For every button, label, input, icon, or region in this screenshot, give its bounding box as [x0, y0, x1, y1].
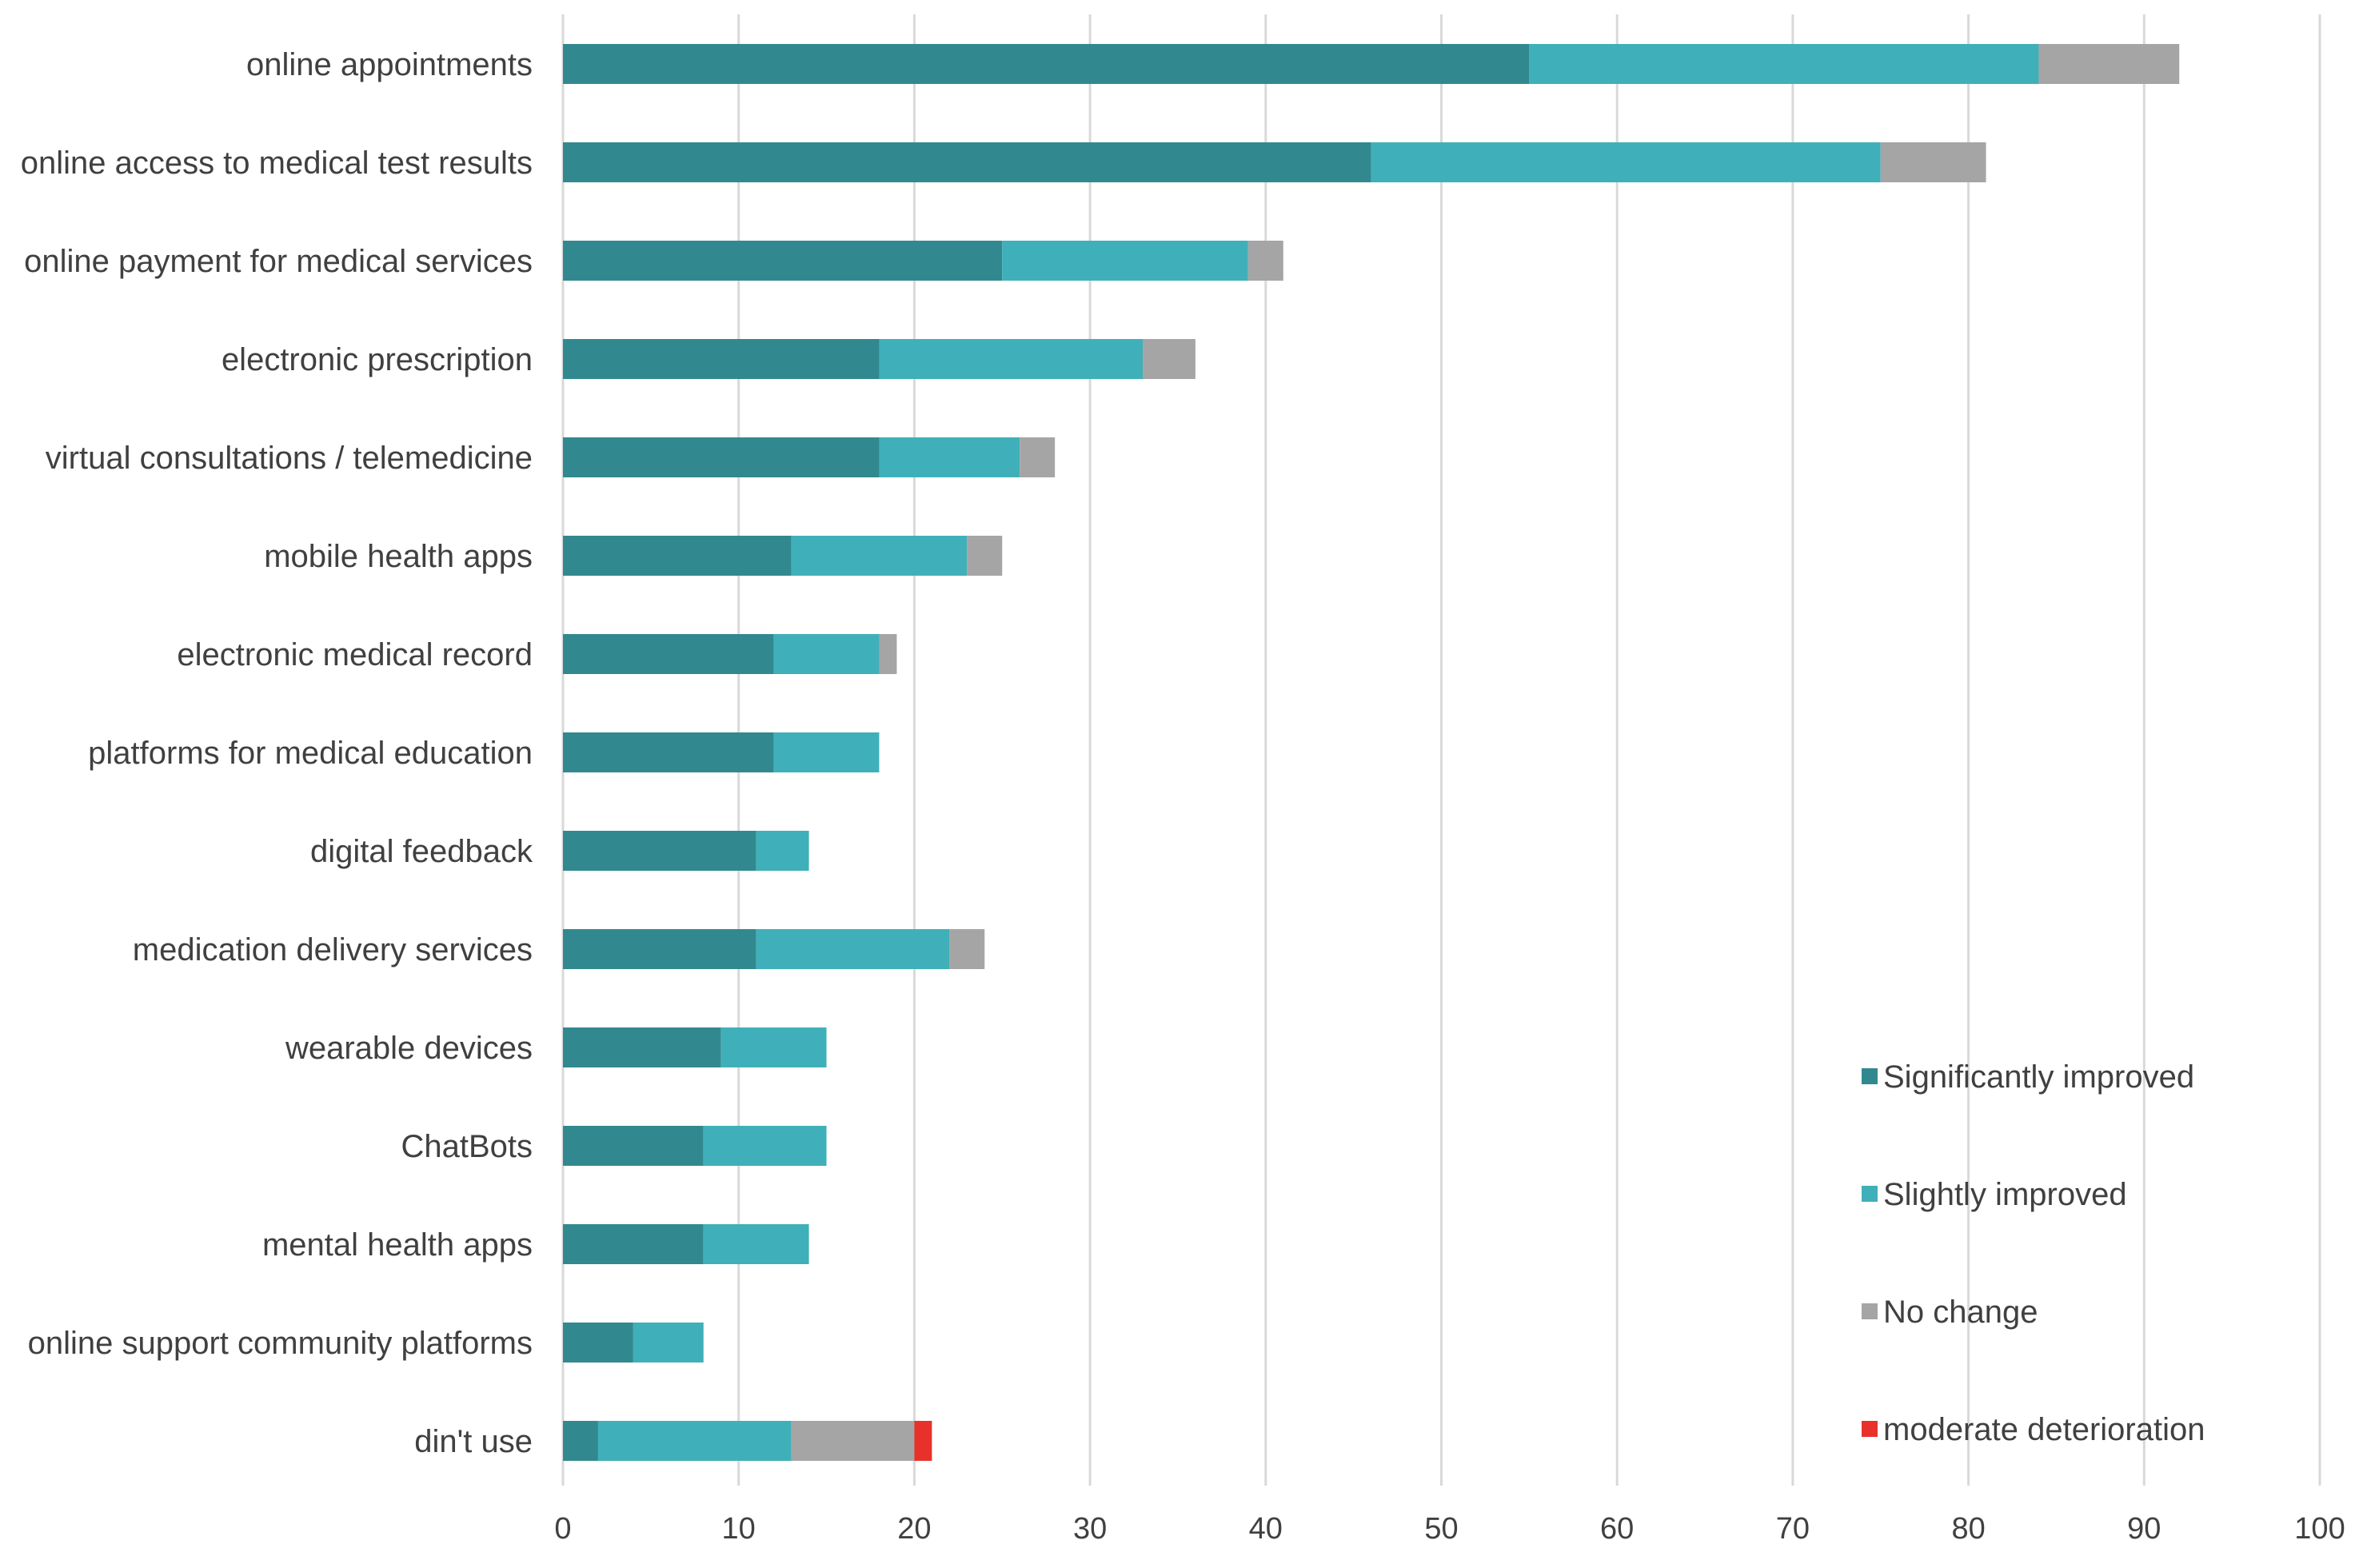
- bars: [563, 44, 2180, 1461]
- x-tick-label: 90: [2127, 1512, 2161, 1546]
- bar-segment-significantly-improved: [563, 831, 756, 871]
- bar-segment-no-change: [1020, 437, 1056, 477]
- category-labels: online appointments online access to medi…: [21, 47, 533, 1459]
- category-label: electronic medical record: [177, 637, 533, 672]
- bar-segment-significantly-improved: [563, 1421, 598, 1461]
- bar-segment-significantly-improved: [563, 536, 792, 576]
- bar-segment-no-change: [2038, 44, 2180, 84]
- bar-segment-slightly-improved: [756, 831, 809, 871]
- bar-segment-slightly-improved: [703, 1224, 809, 1264]
- x-tick-label: 10: [722, 1512, 756, 1546]
- category-label: mental health apps: [262, 1227, 533, 1263]
- x-tick-label: 20: [897, 1512, 931, 1546]
- bar-segment-slightly-improved: [879, 339, 1144, 379]
- x-tick-label: 70: [1776, 1512, 1810, 1546]
- category-label: online support community platforms: [28, 1326, 533, 1361]
- x-axis-tick-labels: 0 10 20 30 40 50 60 70 80 90 100: [554, 1512, 2345, 1546]
- bar-segment-no-change: [1247, 241, 1283, 281]
- category-label: ChatBots: [401, 1129, 533, 1164]
- bar-segment-no-change: [949, 929, 985, 969]
- category-label: digital feedback: [310, 834, 533, 869]
- bar-segment-significantly-improved: [563, 142, 1371, 182]
- bar-segment-slightly-improved: [791, 536, 968, 576]
- legend: Significantly improved Slightly improved N…: [1862, 1059, 2205, 1447]
- x-tick-label: 80: [1951, 1512, 1985, 1546]
- bar-segment-slightly-improved: [773, 732, 880, 772]
- category-label: wearable devices: [285, 1031, 533, 1066]
- legend-swatch: [1862, 1186, 1878, 1202]
- x-tick-label: 0: [554, 1512, 571, 1546]
- category-label: mobile health apps: [264, 539, 533, 574]
- legend-label: moderate deterioration: [1883, 1412, 2205, 1447]
- bar-segment-no-change: [967, 536, 1003, 576]
- bar-segment-slightly-improved: [597, 1421, 792, 1461]
- bar-segment-no-change: [1143, 339, 1195, 379]
- bar-segment-slightly-improved: [1371, 142, 1881, 182]
- legend-swatch: [1862, 1068, 1878, 1084]
- category-label: virtual consultations / telemedicine: [46, 441, 533, 476]
- x-tick-label: 50: [1424, 1512, 1458, 1546]
- bar-segment-significantly-improved: [563, 437, 880, 477]
- legend-label: Slightly improved: [1883, 1177, 2127, 1212]
- bar-segment-no-change: [879, 634, 897, 674]
- bar-segment-significantly-improved: [563, 1224, 704, 1264]
- bar-segment-significantly-improved: [563, 1323, 633, 1363]
- bar-segment-significantly-improved: [563, 1027, 721, 1067]
- bar-segment-slightly-improved: [633, 1323, 704, 1363]
- x-tick-label: 100: [2294, 1512, 2345, 1546]
- bar-segment-significantly-improved: [563, 634, 774, 674]
- category-label: medication delivery services: [133, 932, 533, 968]
- bar-segment-no-change: [791, 1421, 915, 1461]
- bar-segment-no-change: [1880, 142, 1986, 182]
- bar-segment-slightly-improved: [773, 634, 880, 674]
- bar-segment-slightly-improved: [756, 929, 950, 969]
- legend-label: Significantly improved: [1883, 1059, 2194, 1095]
- legend-swatch: [1862, 1303, 1878, 1319]
- category-label: online access to medical test results: [21, 146, 533, 181]
- category-label: din't use: [414, 1424, 533, 1459]
- category-label: online appointments: [246, 47, 533, 82]
- bar-segment-slightly-improved: [703, 1126, 827, 1166]
- bar-segment-slightly-improved: [720, 1027, 827, 1067]
- bar-segment-significantly-improved: [563, 241, 1003, 281]
- category-label: platforms for medical education: [88, 736, 533, 771]
- bar-segment-significantly-improved: [563, 44, 1530, 84]
- x-tick-label: 40: [1249, 1512, 1283, 1546]
- bar-segment-slightly-improved: [1529, 44, 2039, 84]
- x-tick-label: 30: [1073, 1512, 1107, 1546]
- bar-segment-moderate-deterioration: [914, 1421, 932, 1461]
- x-tick-label: 60: [1600, 1512, 1634, 1546]
- legend-swatch: [1862, 1421, 1878, 1437]
- bar-segment-slightly-improved: [1002, 241, 1248, 281]
- bar-segment-significantly-improved: [563, 339, 880, 379]
- legend-label: No change: [1883, 1295, 2038, 1330]
- bar-segment-significantly-improved: [563, 1126, 704, 1166]
- category-label: electronic prescription: [222, 342, 533, 377]
- bar-segment-significantly-improved: [563, 732, 774, 772]
- category-label: online payment for medical services: [24, 244, 533, 279]
- bar-segment-slightly-improved: [879, 437, 1020, 477]
- bar-segment-significantly-improved: [563, 929, 756, 969]
